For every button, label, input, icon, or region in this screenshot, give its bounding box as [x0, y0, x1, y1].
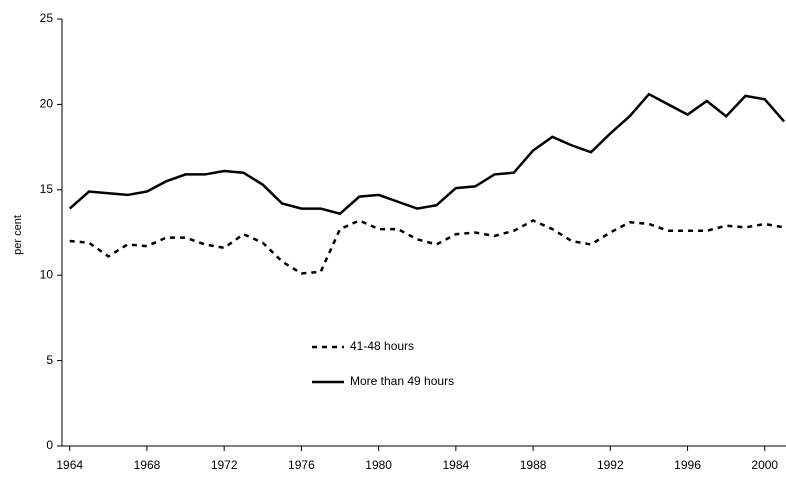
line-series: [69, 219, 785, 275]
y-axis-label: per cent: [12, 215, 24, 255]
x-tick-label: 1968: [134, 458, 161, 472]
legend-label: 41-48 hours: [350, 339, 414, 353]
x-tick-label: 1992: [597, 458, 624, 472]
y-tick-label: 25: [40, 11, 54, 25]
x-tick-label: 1996: [674, 458, 701, 472]
legend-label: More than 49 hours: [350, 374, 454, 388]
x-tick-label: 1980: [365, 458, 392, 472]
x-tick-label: 1976: [288, 458, 315, 472]
x-tick-label: 1988: [520, 458, 547, 472]
y-tick-label: 0: [46, 438, 53, 452]
x-tick-label: 1964: [56, 458, 83, 472]
y-tick-label: 5: [46, 353, 53, 367]
x-tick-label: 1984: [443, 458, 470, 472]
x-tick-label: 2000: [751, 458, 778, 472]
line-series: [68, 92, 786, 216]
y-tick-label: 20: [40, 97, 54, 111]
x-tick-label: 1972: [211, 458, 238, 472]
y-tick-label: 10: [40, 267, 54, 281]
y-tick-label: 15: [40, 182, 54, 196]
